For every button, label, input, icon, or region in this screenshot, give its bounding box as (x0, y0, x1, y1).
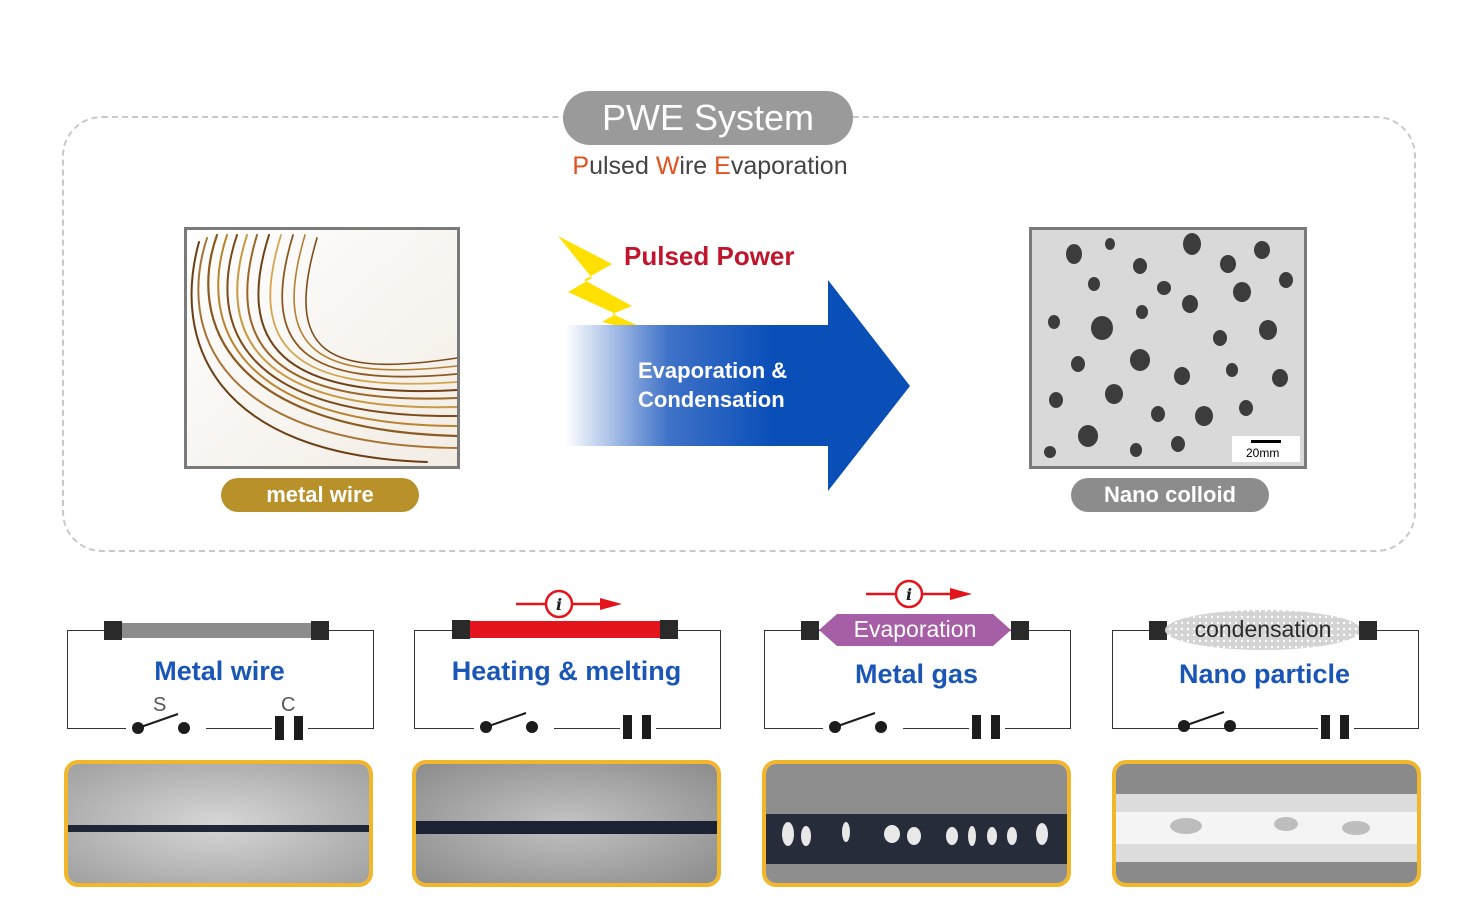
switch-letter: S (153, 694, 167, 716)
pulsed-power-label: Pulsed Power (624, 241, 795, 271)
photo-stage-4 (1112, 760, 1421, 887)
subtitle-letter-e: E (714, 152, 731, 180)
metal-wire-photo (184, 227, 460, 469)
evaporation-bar-label: Evaporation (853, 616, 977, 642)
stage-label-3: Metal gas (854, 659, 979, 689)
switch-icon (1172, 711, 1252, 732)
current-arrow-icon: i (516, 589, 622, 619)
capacitor-letter: C (281, 694, 296, 716)
arrow-label: Evaporation & Condensation (638, 356, 838, 414)
scale-label: 20mm (1246, 446, 1280, 460)
wire-bar-stage-2 (452, 620, 678, 639)
current-symbol-2: i (556, 595, 562, 614)
gas-bar-stage-3 (801, 614, 1029, 646)
lightning-bolt-icon (558, 236, 666, 338)
capacitor-icon (620, 715, 656, 739)
subtitle-letter-p: P (572, 152, 590, 180)
wire-bar-stage-1 (104, 621, 329, 640)
switch-icon (823, 712, 903, 733)
current-arrow-icon: i (866, 579, 972, 609)
nano-colloid-photo (1029, 227, 1307, 469)
nano-colloid-caption: Nano colloid (1071, 478, 1269, 512)
subtitle-text-2: ire (679, 152, 715, 180)
subtitle-text-3: vaporation (730, 152, 848, 180)
current-symbol-3: i (906, 585, 912, 604)
stage-label-2: Heating & melting (451, 656, 682, 686)
particle-bar-stage-4 (1149, 610, 1377, 650)
circuit-stage-3 (764, 630, 1071, 729)
capacitor-icon (1318, 715, 1354, 739)
metal-wire-caption: metal wire (221, 478, 419, 512)
process-arrow (565, 280, 910, 491)
page-title: PWE System (563, 91, 853, 145)
circuit-stage-2 (414, 630, 721, 729)
condensation-bar-label: condensation (1194, 616, 1332, 642)
switch-icon (474, 712, 554, 733)
photo-stage-3 (762, 760, 1071, 887)
capacitor-icon (969, 715, 1005, 739)
stage-label-1: Metal wire (154, 656, 285, 686)
scale-bar (1251, 440, 1281, 443)
subtitle-text-1: ulsed (589, 152, 656, 180)
switch-icon (126, 713, 206, 734)
subtitle-letter-w: W (655, 152, 680, 180)
arrow-label-line-1: Evaporation & (638, 358, 788, 383)
arrow-label-line-2: Condensation (638, 387, 785, 412)
photo-stage-2 (412, 760, 721, 887)
stage-label-4: Nano particle (1178, 659, 1351, 689)
photo-stage-1 (64, 760, 373, 887)
subtitle: Pulsed Wire Evaporation (520, 152, 900, 181)
capacitor-icon (272, 716, 308, 740)
